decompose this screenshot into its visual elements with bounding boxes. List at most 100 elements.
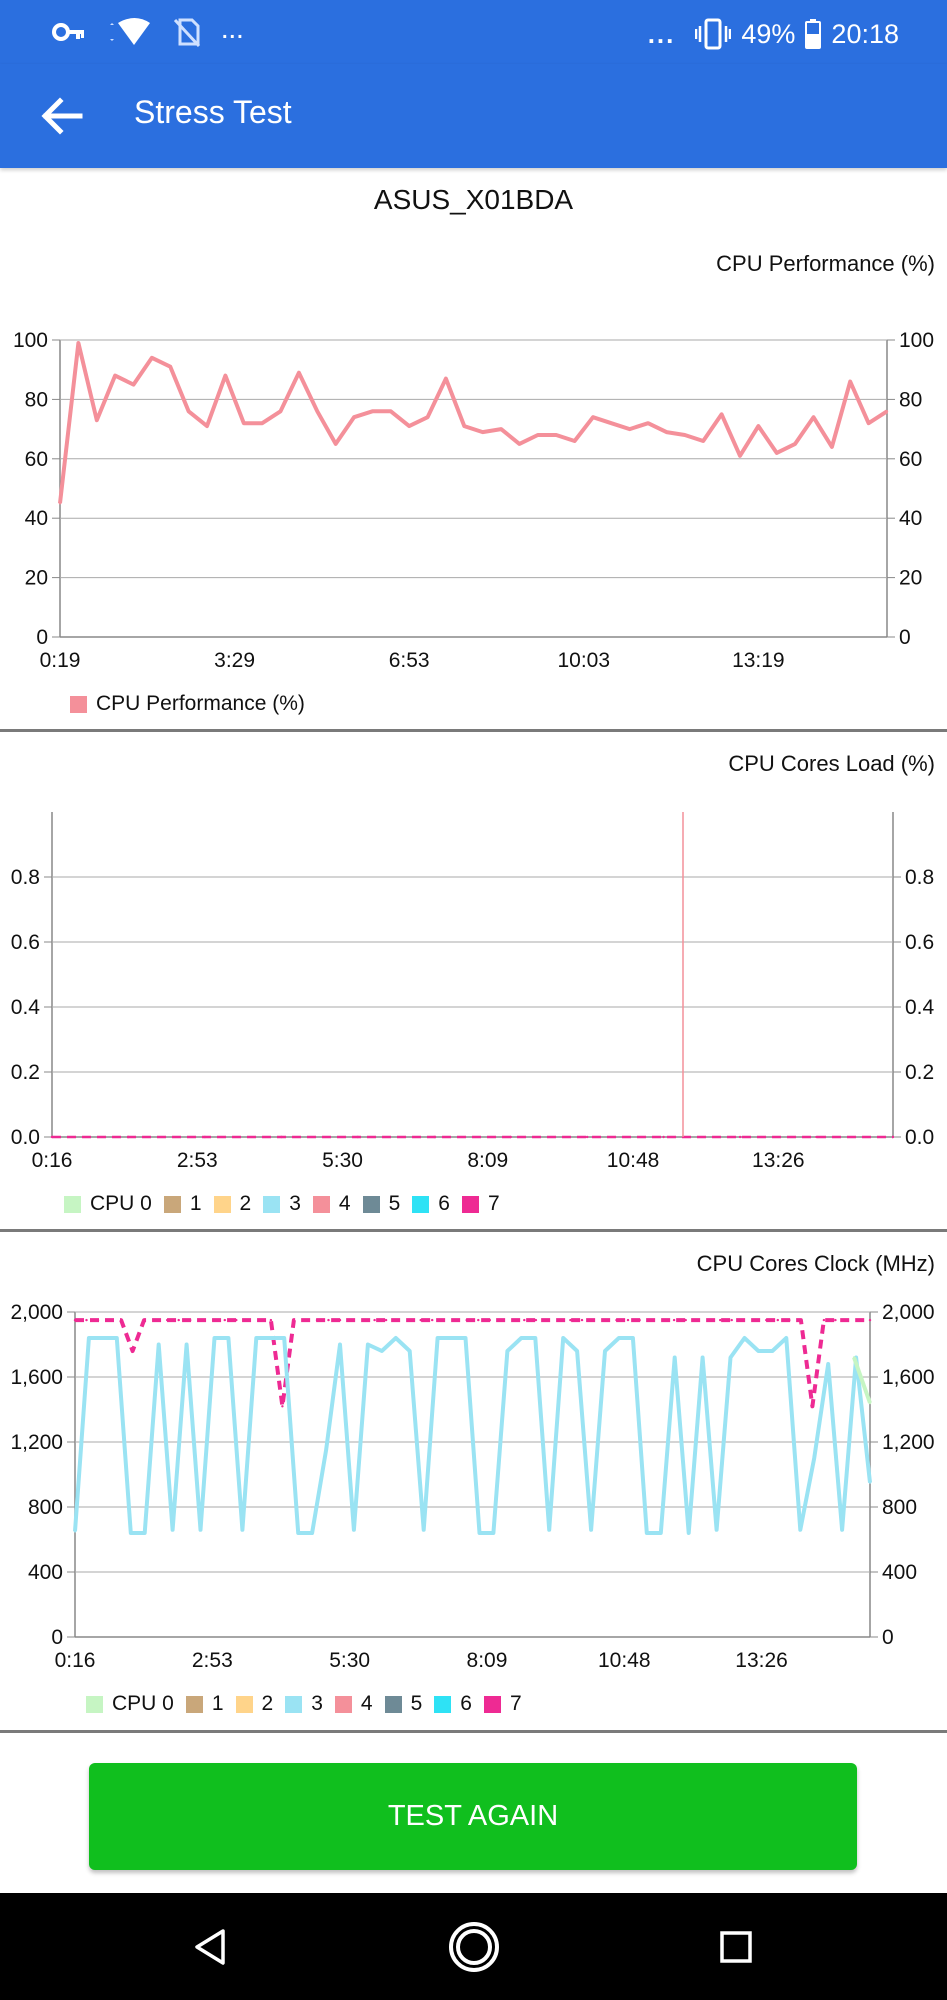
data-point — [422, 1528, 425, 1531]
data-point — [868, 1481, 872, 1484]
data-point — [310, 1531, 314, 1535]
cpu-cores-clock-chart: 0 0 400 400 800 800 1,200 1,200 1,600 1,600 2,000 2… — [10, 1301, 935, 1672]
cpu-cores-load-legend: CPU 0 1 2 3 4 5 6 7 — [64, 1192, 512, 1216]
data-point — [316, 410, 319, 413]
x-tick-label: 10:03 — [557, 649, 610, 672]
data-point — [426, 416, 429, 419]
data-point — [408, 424, 411, 428]
y-tick-label-left: 0.8 — [11, 866, 40, 889]
battery-percent: 49% — [741, 18, 796, 49]
data-point — [419, 1318, 422, 1322]
data-point — [645, 1531, 648, 1535]
y-tick-label-right: 0 — [882, 1626, 894, 1649]
data-point — [50, 1135, 54, 1139]
data-point — [523, 1318, 526, 1322]
data-point — [77, 341, 80, 345]
data-point — [852, 1356, 856, 1359]
data-point — [868, 1318, 872, 1322]
data-point — [672, 1318, 676, 1322]
back-button[interactable] — [26, 86, 98, 146]
x-tick-label: 0:16 — [32, 1149, 73, 1172]
data-point — [696, 1318, 699, 1322]
legend-swatch-core-0 — [86, 1695, 103, 1713]
test-again-button[interactable]: TEST AGAIN — [89, 1763, 857, 1870]
legend-item-core-2: 2 — [235, 1692, 273, 1716]
y-tick-label-right: 100 — [899, 329, 934, 352]
data-point — [96, 1318, 100, 1322]
nav-recents-button[interactable] — [676, 1893, 796, 2000]
cpu-cores-clock-legend: CPU 0 1 2 3 4 5 6 7 — [86, 1692, 534, 1716]
status-overflow-right: ... — [647, 18, 676, 49]
nav-home-button[interactable] — [414, 1893, 534, 2000]
cpu-performance-chart: 0 0 20 20 40 40 60 60 80 80 100 100 0:19 3:29 6:53 10:0… — [13, 329, 934, 672]
data-point — [361, 1318, 365, 1322]
status-right: ... 49% 20:18 — [648, 12, 899, 56]
data-point — [548, 1528, 551, 1531]
data-point — [753, 1318, 756, 1322]
x-tick-label: 2:53 — [192, 1649, 233, 1672]
data-point — [185, 1343, 188, 1346]
series-line-3 — [73, 1336, 872, 1535]
data-point — [200, 1318, 203, 1322]
data-point — [813, 1457, 816, 1460]
data-point — [280, 1135, 283, 1139]
y-tick-label-right: 0.4 — [905, 996, 935, 1019]
legend-label-performance: CPU Performance (%) — [96, 692, 305, 715]
data-point — [626, 1318, 630, 1322]
y-tick-label-left: 0 — [36, 626, 48, 649]
y-tick-label-left: 0.2 — [11, 1061, 40, 1084]
recents-square-icon — [720, 1930, 752, 1963]
data-point — [815, 1135, 818, 1139]
legend-item-core-4: 4 — [334, 1692, 373, 1716]
data-point — [638, 1318, 641, 1322]
y-tick-label-right: 0.0 — [905, 1126, 934, 1149]
data-point — [822, 1318, 826, 1322]
data-point — [279, 410, 282, 413]
data-point — [730, 1318, 733, 1322]
system-nav-bar — [0, 1893, 947, 2000]
legend-swatch-core-3 — [263, 1195, 281, 1213]
y-tick-label-right: 0.8 — [905, 866, 934, 889]
legend-swatch-core-5 — [384, 1695, 402, 1713]
vibrate-icon — [695, 18, 732, 50]
data-point — [499, 427, 503, 431]
data-point — [701, 1356, 704, 1359]
data-point — [169, 365, 172, 368]
legend-item-core-5: 5 — [362, 1192, 400, 1216]
x-tick-label: 8:09 — [467, 1149, 508, 1172]
data-point — [101, 1336, 105, 1340]
data-point — [557, 1318, 561, 1322]
status-bar: ... ... 49% 20:18 — [0, 0, 947, 64]
data-point — [555, 433, 558, 437]
legend-swatch-core-7 — [483, 1695, 501, 1713]
legend-item-core-5: 5 — [384, 1692, 422, 1716]
y-tick-label-right: 1,200 — [882, 1431, 935, 1454]
data-point — [500, 1318, 503, 1322]
data-point — [85, 1318, 88, 1322]
y-tick-label-left: 60 — [25, 448, 48, 471]
no-sim-icon — [173, 18, 201, 47]
data-point — [788, 1318, 791, 1322]
data-point — [297, 371, 301, 374]
legend-label-core-2: 2 — [239, 1192, 252, 1215]
data-point — [481, 430, 484, 434]
legend-label-core-0: CPU 0 — [90, 1192, 152, 1215]
data-point — [203, 1135, 207, 1139]
y-tick-label-left: 1,600 — [10, 1366, 63, 1389]
data-point — [113, 374, 117, 377]
data-point — [73, 1530, 77, 1533]
data-point — [659, 1531, 662, 1535]
data-point — [840, 1528, 844, 1531]
data-point — [683, 433, 686, 437]
legend-item-core-1: 1 — [185, 1692, 224, 1716]
data-point — [478, 1531, 481, 1535]
x-tick-label: 10:48 — [607, 1149, 660, 1172]
nav-back-button[interactable] — [151, 1893, 271, 2000]
data-point — [352, 1528, 356, 1531]
divider-2 — [0, 1229, 947, 1232]
data-point — [891, 1135, 895, 1139]
legend-item-core-1: 1 — [163, 1192, 202, 1216]
data-point — [444, 377, 448, 380]
data-point — [729, 1356, 732, 1359]
data-point — [166, 1318, 169, 1322]
